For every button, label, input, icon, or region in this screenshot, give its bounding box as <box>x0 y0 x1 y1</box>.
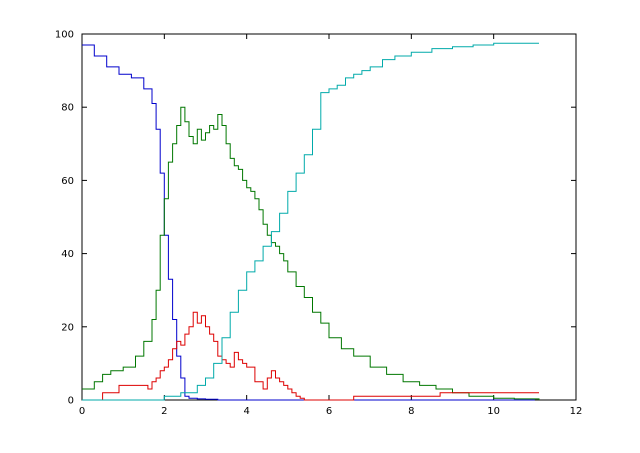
x-tick-label-2: 4 <box>243 406 249 417</box>
tick-labels: 0 2 4 6 8 10 12 0 20 40 60 80 100 <box>55 30 582 418</box>
y-tick-label-1: 20 <box>61 322 74 333</box>
x-tick-label-1: 2 <box>161 406 167 417</box>
y-tick-label-2: 40 <box>61 249 74 260</box>
series-lines <box>82 42 540 401</box>
x-tick-label-3: 6 <box>326 406 332 417</box>
axis-ticks <box>81 33 577 401</box>
x-tick-label-0: 0 <box>79 406 85 417</box>
x-tick-label-4: 8 <box>408 406 414 417</box>
y-tick-label-5: 100 <box>55 30 74 41</box>
series-line-0 <box>82 44 535 401</box>
series-line-3 <box>82 42 539 401</box>
y-tick-label-0: 0 <box>68 396 74 407</box>
y-tick-label-3: 60 <box>61 176 74 187</box>
y-tick-label-4: 80 <box>61 103 74 114</box>
x-tick-label-5: 10 <box>487 406 500 417</box>
series-line-1 <box>82 106 540 400</box>
x-tick-label-6: 12 <box>570 406 583 417</box>
series-line-2 <box>82 311 539 401</box>
